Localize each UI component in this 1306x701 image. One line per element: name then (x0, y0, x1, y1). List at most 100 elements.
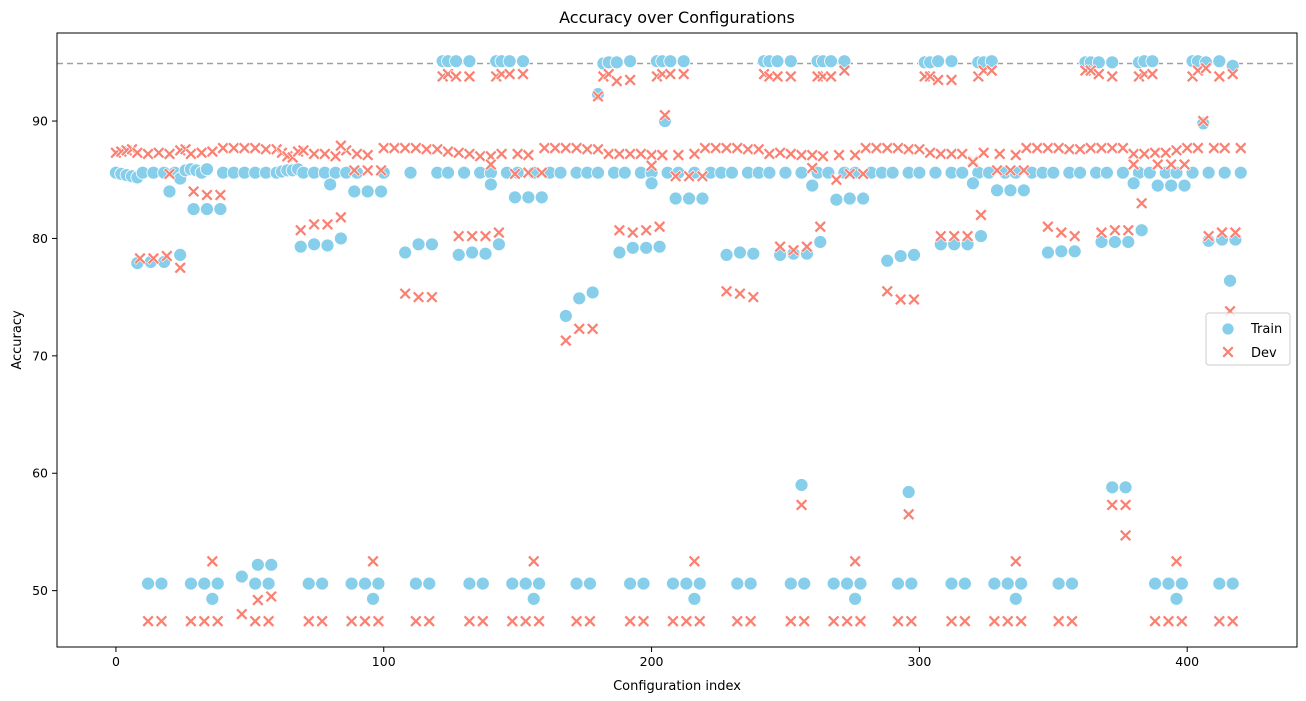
dev-point (679, 614, 693, 628)
train-point (492, 237, 506, 252)
x-tick-label: 100 (372, 654, 396, 669)
dev-point (155, 614, 168, 628)
dev-point (294, 223, 308, 237)
dev-point (1127, 158, 1141, 171)
dev-point (687, 147, 701, 161)
dev-point (1084, 141, 1098, 155)
dev-point (880, 141, 894, 155)
dev-point (894, 293, 908, 306)
dev-point (696, 169, 709, 183)
dev-point (912, 142, 926, 156)
train-point (1164, 178, 1179, 193)
dev-point (152, 146, 166, 160)
plot-frame (56, 32, 1298, 648)
dev-point (671, 148, 685, 162)
train-point (853, 576, 868, 591)
train-point (569, 576, 584, 591)
dev-point (1218, 141, 1232, 155)
dev-point (422, 614, 436, 628)
train-point (652, 239, 667, 254)
dev-point (1170, 554, 1183, 568)
train-point (583, 576, 597, 591)
train-point (502, 54, 517, 69)
train-point (1014, 576, 1029, 591)
dev-point (813, 220, 827, 234)
y-tick-label: 90 (32, 114, 48, 129)
dev-point (1135, 196, 1149, 210)
dev-point (902, 507, 916, 521)
dev-point (795, 148, 808, 162)
train-point (200, 202, 214, 216)
train-point (371, 576, 386, 591)
train-point (264, 557, 279, 572)
train-point (824, 54, 838, 69)
dev-point (1054, 226, 1068, 240)
dev-point (974, 208, 988, 222)
dev-point (213, 188, 227, 202)
dev-point (1068, 229, 1082, 243)
train-point (966, 176, 980, 191)
dev-point (709, 141, 723, 155)
train-point (411, 237, 426, 252)
dev-point (880, 284, 894, 298)
dev-point (527, 554, 541, 568)
train-point (783, 54, 798, 69)
dev-point (591, 89, 605, 103)
dev-point (521, 148, 535, 162)
legend-train-marker (1221, 322, 1235, 336)
dev-point (634, 147, 648, 161)
dev-point (296, 143, 310, 157)
dev-point (163, 147, 176, 161)
train-point (250, 557, 265, 572)
x-tick-label: 0 (112, 654, 120, 669)
dev-point (1119, 498, 1133, 512)
train-point (856, 191, 871, 206)
dev-point (612, 147, 626, 161)
dev-point (532, 614, 546, 628)
train-point (692, 576, 707, 591)
dev-point (412, 290, 425, 304)
dev-point (626, 226, 640, 240)
train-point (451, 247, 466, 262)
dev-point (476, 614, 490, 628)
dev-point (1001, 614, 1015, 628)
y-axis-label: Accuracy (10, 310, 25, 370)
train-point (974, 229, 988, 244)
dev-point (216, 141, 230, 155)
dev-point (1175, 614, 1189, 628)
dev-point (572, 322, 586, 336)
dev-point (1207, 141, 1221, 155)
dev-point (388, 141, 401, 155)
train-point (987, 576, 1002, 591)
chart-title: Accuracy over Configurations (559, 8, 795, 27)
train-point (1116, 165, 1130, 180)
dev-point (955, 147, 969, 161)
dev-point (227, 141, 241, 155)
dev-point (441, 145, 455, 158)
train-point (462, 576, 477, 591)
dev-point (1191, 141, 1205, 155)
train-point (457, 165, 471, 180)
train-point (668, 191, 683, 206)
dev-point (805, 148, 819, 162)
dev-point (425, 290, 439, 304)
train-point (1145, 54, 1160, 69)
dev-point (570, 141, 583, 155)
dev-point (141, 614, 155, 628)
dev-point (377, 141, 391, 155)
dev-point (1020, 141, 1033, 155)
dev-point (1215, 226, 1229, 240)
dev-point (521, 166, 535, 180)
dev-point (307, 147, 321, 161)
dev-point (693, 614, 707, 628)
legend-box (1205, 312, 1291, 366)
dev-point (824, 70, 838, 83)
train-point (1225, 576, 1240, 591)
train-point (891, 576, 905, 591)
dev-point (773, 240, 787, 254)
dev-point (248, 141, 262, 155)
train-point (676, 54, 691, 69)
train-point (462, 54, 477, 69)
dev-point (1234, 141, 1248, 155)
